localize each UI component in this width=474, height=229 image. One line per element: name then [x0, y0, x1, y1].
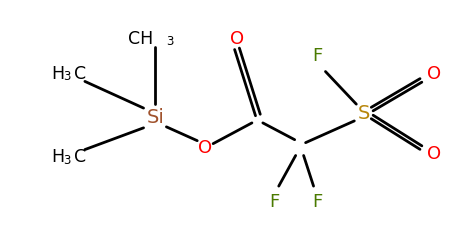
Text: 3: 3: [64, 70, 71, 83]
Text: H: H: [52, 65, 64, 82]
Text: F: F: [312, 47, 323, 65]
Text: O: O: [427, 65, 441, 84]
Text: Si: Si: [146, 109, 164, 128]
Text: F: F: [270, 193, 280, 211]
Text: H: H: [52, 148, 64, 166]
Text: C: C: [74, 148, 86, 166]
Text: C: C: [74, 65, 86, 82]
Text: F: F: [312, 193, 323, 211]
Text: CH: CH: [128, 30, 154, 48]
Text: O: O: [230, 30, 244, 48]
Text: 3: 3: [166, 35, 173, 48]
Text: O: O: [198, 139, 212, 157]
Text: 3: 3: [64, 154, 71, 167]
Text: O: O: [427, 144, 441, 163]
Text: S: S: [358, 104, 371, 123]
